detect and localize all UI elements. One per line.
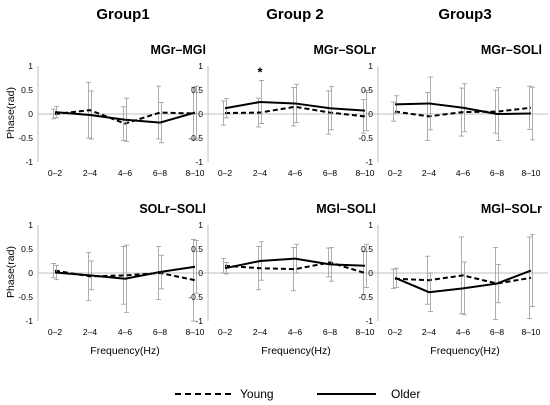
x-tick-label: 6–8 xyxy=(153,327,167,337)
x-tick-label: 6–8 xyxy=(490,327,504,337)
y-tick-label: 1 xyxy=(28,220,33,230)
panel-4: SOLr–SOLl 1 0.5 0 -0.5 -1 0–2 2–4 4–6 6–8 8–10 xyxy=(18,202,212,337)
x-tick-label: 8–10 xyxy=(186,168,205,178)
panel-1: MGr–MGl 1 0.5 0 -0.5 -1 0–2 2–4 4–6 6–8 8–10 xyxy=(18,43,212,178)
x-tick-label: 6–8 xyxy=(323,327,337,337)
x-axis-label-2: Frequency(Hz) xyxy=(261,345,330,357)
y-tick-label: -1 xyxy=(365,157,373,167)
x-axis-label-3: Frequency(Hz) xyxy=(430,345,499,357)
y-tick-label: 0.5 xyxy=(191,85,203,95)
series-line-young xyxy=(394,274,532,285)
x-tick-label: 8–10 xyxy=(186,327,205,337)
panel-5: MGl–SOLl 1 0.5 0 -0.5 -1 0–2 2–4 4–6 6–8 8–10 xyxy=(188,202,382,337)
y-tick-label: 0.5 xyxy=(361,85,373,95)
group-title-2: Group 2 xyxy=(266,6,324,23)
x-axis-label-1: Frequency(Hz) xyxy=(90,345,159,357)
x-tick-label: 6–8 xyxy=(153,168,167,178)
y-axis-label-top: Phase(rad) xyxy=(5,87,17,139)
x-tick-label: 8–10 xyxy=(522,168,541,178)
x-tick-label: 2–4 xyxy=(422,168,436,178)
y-tick-label: -1 xyxy=(365,316,373,326)
x-tick-label: 8–10 xyxy=(356,327,375,337)
y-tick-label: 1 xyxy=(368,220,373,230)
series-line-young xyxy=(394,106,532,118)
panel-3: MGr–SOLl 1 0.5 0 -0.5 -1 0–2 2–4 4–6 6–8 8–10 xyxy=(358,43,548,178)
series-line-older xyxy=(54,265,196,280)
x-tick-label: 4–6 xyxy=(288,327,302,337)
series-line-older xyxy=(224,100,366,112)
series-line-older xyxy=(394,269,532,294)
legend-young-label: Young xyxy=(240,387,274,401)
y-tick-label: 0 xyxy=(368,268,373,278)
series-line-older xyxy=(394,102,532,116)
x-tick-label: 6–8 xyxy=(323,168,337,178)
y-tick-label: 1 xyxy=(198,61,203,71)
panel-2: MGr–SOLr 1 0.5 0 -0.5 -1 0–2 2–4 4–6 6–8 8–10 * xyxy=(188,43,382,178)
x-tick-label: 4–6 xyxy=(118,168,132,178)
y-tick-label: 1 xyxy=(368,61,373,71)
y-tick-label: 0.5 xyxy=(21,85,33,95)
x-tick-label: 6–8 xyxy=(490,168,504,178)
y-tick-label: -0.5 xyxy=(188,292,203,302)
x-tick-label: 2–4 xyxy=(83,327,97,337)
y-tick-label: -1 xyxy=(25,316,33,326)
panel-title: MGr–SOLl xyxy=(481,43,542,57)
y-tick-label: 0 xyxy=(368,109,373,119)
y-tick-label: -0.5 xyxy=(358,133,373,143)
y-tick-label: 1 xyxy=(28,61,33,71)
panel-title: MGr–SOLr xyxy=(313,43,376,57)
y-tick-label: -1 xyxy=(25,157,33,167)
y-tick-label: 0 xyxy=(28,268,33,278)
panel-6: MGl–SOLr 1 0.5 0 -0.5 -1 0–2 2–4 4–6 6–8 8–10 xyxy=(358,202,548,337)
y-tick-label: -0.5 xyxy=(18,292,33,302)
series-line-older xyxy=(54,111,196,124)
x-tick-label: 2–4 xyxy=(422,327,436,337)
x-tick-label: 4–6 xyxy=(288,168,302,178)
x-tick-label: 4–6 xyxy=(456,168,470,178)
x-tick-label: 2–4 xyxy=(253,168,267,178)
y-tick-label: 1 xyxy=(198,220,203,230)
y-tick-label: 0.5 xyxy=(21,244,33,254)
y-tick-label: 0 xyxy=(28,109,33,119)
y-tick-label: 0 xyxy=(198,268,203,278)
panel-title: MGr–MGl xyxy=(150,43,206,57)
y-tick-label: 0.5 xyxy=(361,244,373,254)
y-tick-label: -0.5 xyxy=(18,133,33,143)
x-tick-label: 0–2 xyxy=(48,327,62,337)
group-title-1: Group1 xyxy=(96,6,149,23)
x-tick-label: 2–4 xyxy=(253,327,267,337)
panel-title: SOLr–SOLl xyxy=(139,202,206,216)
x-tick-label: 0–2 xyxy=(48,168,62,178)
x-tick-label: 0–2 xyxy=(218,327,232,337)
panel-title: MGl–SOLr xyxy=(481,202,542,216)
significance-marker: * xyxy=(257,64,263,79)
series-line-young xyxy=(54,109,196,125)
y-tick-label: -1 xyxy=(195,157,203,167)
x-tick-label: 0–2 xyxy=(388,327,402,337)
y-tick-label: -1 xyxy=(195,316,203,326)
x-tick-label: 4–6 xyxy=(456,327,470,337)
x-tick-label: 0–2 xyxy=(218,168,232,178)
series-line-older xyxy=(224,257,366,270)
x-tick-label: 0–2 xyxy=(388,168,402,178)
y-tick-label: -0.5 xyxy=(188,133,203,143)
group-title-3: Group3 xyxy=(438,6,491,23)
x-tick-label: 4–6 xyxy=(118,327,132,337)
x-tick-label: 8–10 xyxy=(356,168,375,178)
y-axis-label-bottom: Phase(rad) xyxy=(5,246,17,298)
y-tick-label: -0.5 xyxy=(358,292,373,302)
y-tick-label: 0 xyxy=(198,109,203,119)
y-tick-label: 0.5 xyxy=(191,244,203,254)
x-tick-label: 2–4 xyxy=(83,168,97,178)
x-tick-label: 8–10 xyxy=(522,327,541,337)
panel-title: MGl–SOLl xyxy=(316,202,376,216)
legend-older-label: Older xyxy=(391,387,420,401)
